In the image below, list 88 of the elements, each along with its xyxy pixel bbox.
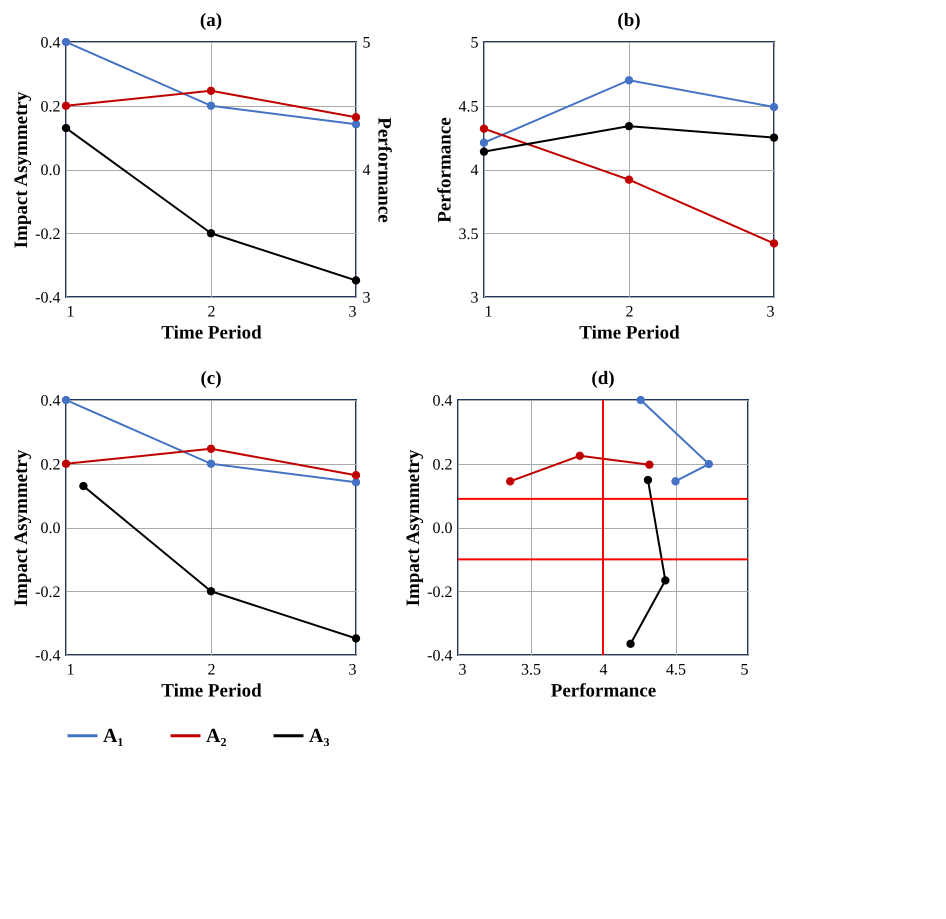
point bbox=[79, 482, 88, 490]
point bbox=[352, 113, 360, 122]
point bbox=[624, 122, 634, 130]
y-tick-label: -0.2 bbox=[35, 584, 60, 601]
y-tick-label: -0.4 bbox=[35, 290, 60, 306]
point bbox=[704, 460, 714, 468]
y2-tick-label: 4 bbox=[362, 162, 370, 179]
y-tick-label: -0.4 bbox=[35, 648, 60, 664]
x-tick-label: 3 bbox=[348, 662, 356, 678]
point bbox=[352, 276, 360, 285]
point bbox=[352, 471, 360, 480]
y-tick-label: -0.2 bbox=[35, 226, 60, 243]
y-tick-label: 0.0 bbox=[40, 162, 60, 179]
point bbox=[576, 452, 584, 460]
legend-label: A₁ bbox=[103, 724, 124, 747]
x-tick-label: 2 bbox=[208, 662, 216, 678]
point bbox=[62, 38, 70, 46]
y-axis-title: Impact Asymmetry bbox=[11, 91, 32, 248]
point bbox=[62, 396, 70, 404]
chart-title: (c) bbox=[200, 368, 222, 389]
y-axis-title: Performance bbox=[434, 117, 456, 223]
x-tick-label: 4 bbox=[600, 662, 608, 678]
y-axis-title: Impact Asymmetry bbox=[403, 449, 424, 606]
point bbox=[770, 239, 778, 248]
point bbox=[206, 460, 216, 468]
y-tick-label: -0.2 bbox=[427, 584, 452, 601]
point bbox=[206, 444, 216, 453]
x-tick-label: 2 bbox=[208, 304, 216, 320]
x-tick-label: 1 bbox=[66, 662, 74, 678]
y-tick-label: 3.5 bbox=[458, 226, 478, 243]
point bbox=[626, 640, 635, 648]
y-tick-label: 0.4 bbox=[432, 392, 452, 410]
point bbox=[671, 477, 680, 486]
y2-tick-label: 3 bbox=[362, 290, 370, 306]
point bbox=[206, 587, 216, 596]
x-tick-label: 2 bbox=[626, 304, 634, 320]
point bbox=[480, 138, 488, 147]
x-tick-label: 5 bbox=[740, 662, 748, 678]
y-tick-label: 0.0 bbox=[40, 520, 60, 537]
y2-tick-label: 5 bbox=[362, 34, 370, 52]
x-axis-title: Performance bbox=[550, 680, 656, 702]
chart-title: (b) bbox=[617, 10, 641, 31]
x-axis-title: Time Period bbox=[161, 322, 262, 344]
legend-label: A₂ bbox=[206, 724, 226, 747]
x-tick-label: 4.5 bbox=[666, 662, 686, 678]
point bbox=[206, 86, 216, 95]
point bbox=[62, 124, 70, 132]
point bbox=[480, 124, 488, 133]
point bbox=[206, 102, 216, 110]
y-tick-label: 0.2 bbox=[40, 98, 60, 116]
y-axis-title: Impact Asymmetry bbox=[11, 449, 32, 606]
chart-title: (a) bbox=[200, 10, 222, 31]
point bbox=[352, 478, 360, 486]
point bbox=[62, 102, 70, 110]
point bbox=[645, 460, 654, 469]
x-tick-label: 3 bbox=[766, 304, 774, 320]
point bbox=[636, 396, 645, 404]
point bbox=[352, 120, 360, 128]
y-tick-label: 0.4 bbox=[40, 392, 60, 410]
point bbox=[661, 576, 670, 585]
point bbox=[206, 229, 216, 238]
y-tick-label: -0.4 bbox=[427, 648, 452, 664]
chart-title: (d) bbox=[591, 368, 615, 389]
y2-axis-title: Performance bbox=[374, 117, 394, 223]
y-tick-label: 4 bbox=[470, 162, 478, 179]
x-tick-label: 3 bbox=[348, 304, 356, 320]
point bbox=[624, 176, 634, 184]
point bbox=[770, 102, 778, 112]
point bbox=[644, 476, 652, 484]
y-tick-label: 0.2 bbox=[40, 456, 60, 474]
y-tick-label: 4.5 bbox=[458, 98, 478, 116]
x-axis-title: Time Period bbox=[579, 322, 680, 344]
x-tick-label: 1 bbox=[484, 304, 492, 320]
point bbox=[624, 76, 634, 84]
x-tick-label: 1 bbox=[66, 304, 74, 320]
y-tick-label: 5 bbox=[470, 34, 478, 52]
x-axis-title: Time Period bbox=[161, 680, 262, 702]
legend-label: A₃ bbox=[309, 724, 330, 747]
y-tick-label: 3 bbox=[470, 290, 478, 306]
y-tick-label: 0.4 bbox=[40, 34, 60, 52]
point bbox=[480, 147, 488, 156]
y-tick-label: 0.0 bbox=[432, 520, 452, 537]
y-tick-label: 0.2 bbox=[432, 456, 452, 474]
point bbox=[506, 477, 514, 486]
point bbox=[62, 460, 70, 468]
point bbox=[352, 634, 360, 643]
x-tick-label: 3.5 bbox=[521, 662, 541, 678]
point bbox=[770, 133, 778, 142]
